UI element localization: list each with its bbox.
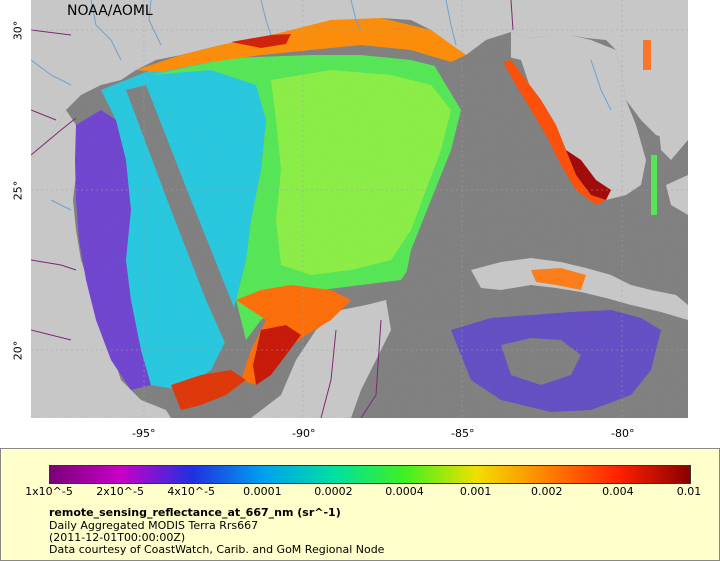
- y-tick-20: 20°: [11, 340, 25, 361]
- y-tick-25: 25°: [11, 180, 25, 201]
- credit-label: NOAA/AOML: [67, 3, 153, 19]
- legend-date: (2011-12-01T00:00:00Z): [49, 531, 186, 544]
- colorbar-tick-label: 1x10^-5: [25, 485, 73, 498]
- legend-title: remote_sensing_reflectance_at_667_nm (sr…: [49, 506, 341, 519]
- y-tick-30: 30°: [11, 20, 25, 41]
- colorbar-tick-label: 0.0002: [314, 485, 353, 498]
- colorbar-tick-label: 0.004: [602, 485, 634, 498]
- legend-credit: Data courtesy of CoastWatch, Carib. and …: [49, 543, 385, 556]
- legend-dataset: Daily Aggregated MODIS Terra Rrs667: [49, 519, 259, 532]
- x-tick-90: -90°: [292, 427, 316, 440]
- map-canvas: [31, 0, 688, 418]
- colorbar-tick-label: 0.0001: [243, 485, 282, 498]
- colorbar-tick-label: 0.002: [531, 485, 563, 498]
- x-tick-80: -80°: [611, 427, 635, 440]
- x-tick-95: -95°: [132, 427, 156, 440]
- colorbar-tick-label: 0.0004: [385, 485, 424, 498]
- colorbar-tick-label: 2x10^-5: [96, 485, 144, 498]
- x-tick-85: -85°: [451, 427, 475, 440]
- colorbar: [49, 465, 691, 484]
- map-panel: NOAA/AOML: [31, 0, 688, 418]
- colorbar-tick-label: 0.001: [459, 485, 492, 498]
- speckle-overlay: [31, 0, 688, 418]
- colorbar-tick-label: 4x10^-5: [167, 485, 216, 498]
- legend-panel: remote_sensing_reflectance_at_667_nm (sr…: [0, 448, 720, 561]
- colorbar-tick-label: 0.01: [676, 485, 702, 498]
